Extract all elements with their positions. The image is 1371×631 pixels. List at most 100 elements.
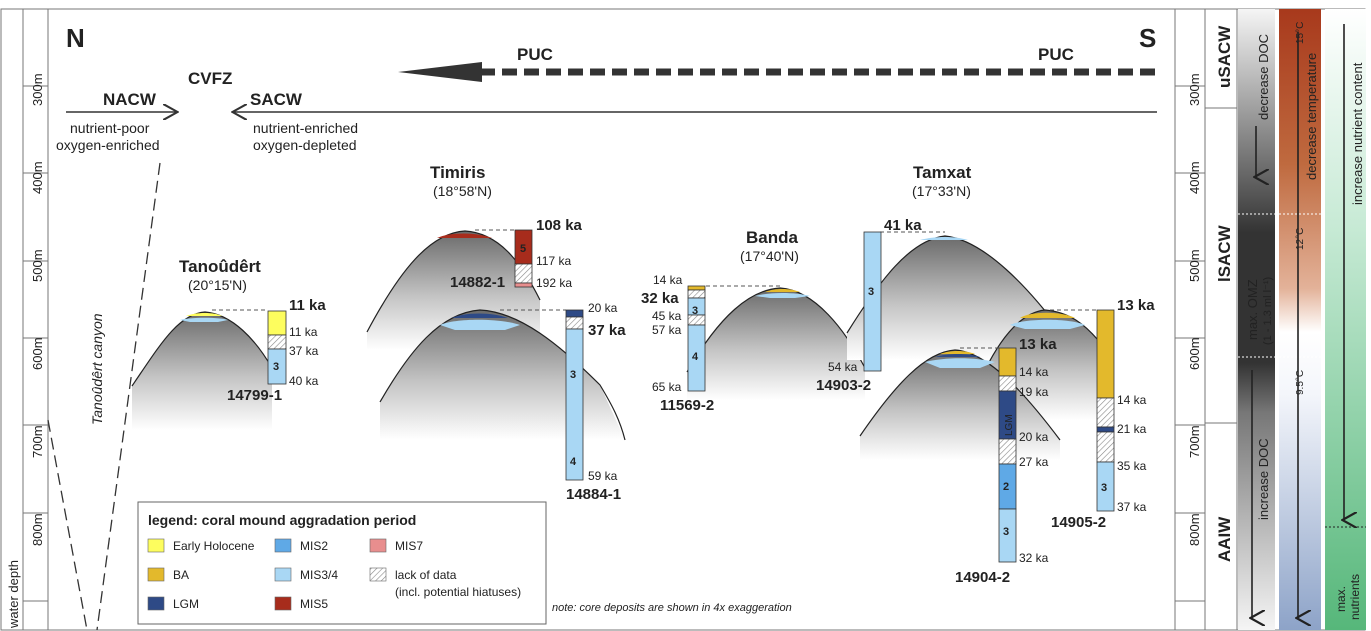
puc-label-left: PUC: [517, 45, 553, 64]
core-id: 14882-1: [450, 274, 505, 291]
legend-swatch: [274, 596, 292, 611]
core-age: 40 ka: [289, 374, 319, 388]
canyon-label: Tanoûdêrt canyon: [89, 313, 105, 425]
legend-label: MIS5: [300, 597, 328, 611]
nacw-label: NACW: [103, 90, 157, 109]
tanoudert-mound: [131, 311, 273, 430]
core-id: 14903-2: [816, 377, 871, 394]
temperature-column: 15°C 12°C 9.5°C decrease temperature: [1279, 9, 1321, 630]
mis-label: 4: [692, 351, 699, 363]
core-age: 21 ka: [1117, 422, 1147, 436]
depth-tick: 500m: [30, 249, 45, 282]
depth-tick: 800m: [1187, 513, 1202, 546]
depth-tick: 700m: [1187, 425, 1202, 458]
nutrient-label: increase nutrient content: [1350, 62, 1365, 205]
core-top-age: 13 ka: [1117, 297, 1155, 314]
sacw-desc-2: oxygen-depleted: [253, 137, 357, 153]
core-14884-1: 3 4: [565, 309, 584, 481]
depth-tick: 300m: [1187, 73, 1202, 106]
mis-label: 3: [692, 305, 698, 317]
banda-mound: [686, 287, 866, 400]
omz-range: (1 - 1.3 ml l⁻¹): [1262, 277, 1274, 345]
depth-tick: 600m: [1187, 337, 1202, 370]
temp-15: 15°C: [1295, 22, 1306, 44]
core-age: 20 ka: [1019, 430, 1049, 444]
max-nutrients-1: max.: [1334, 586, 1348, 612]
depth-tick: 800m: [30, 513, 45, 546]
core-age: 19 ka: [1019, 385, 1049, 399]
mis-label: 3: [868, 286, 874, 298]
legend-swatch: [369, 567, 387, 582]
legend-title: legend: coral mound aggradation period: [148, 512, 416, 528]
legend: legend: coral mound aggradation period E…: [137, 501, 547, 625]
temp-12: 12°C: [1295, 228, 1306, 250]
core-age: 32 ka: [1019, 551, 1049, 565]
core-id: 11569-2: [660, 397, 714, 414]
banda-coord: (17°40'N): [740, 248, 799, 264]
water-mass-aaiw: AAIW: [1215, 516, 1234, 562]
tanoudert-name: Tanoûdêrt: [179, 257, 261, 276]
mis-label: 3: [1101, 482, 1107, 494]
south-label: S: [1139, 23, 1156, 53]
core-age: 54 ka: [828, 360, 858, 374]
nacw-desc-1: nutrient-poor: [70, 120, 150, 136]
mis-label: 4: [570, 456, 577, 468]
core-age: 35 ka: [1117, 459, 1147, 473]
core-top-age: 108 ka: [536, 217, 583, 234]
core-id: 14905-2: [1051, 514, 1106, 531]
tamxat-name: Tamxat: [913, 163, 972, 182]
legend-hiatus-note: (incl. potential hiatuses): [395, 585, 521, 599]
core-age: 37 ka: [289, 344, 319, 358]
banda-name: Banda: [746, 228, 799, 247]
puc-arrow: [398, 62, 1160, 82]
doc-column: decrease DOC max. OMZ (1 - 1.3 ml l⁻¹) i…: [1238, 9, 1275, 630]
sacw-desc-1: nutrient-enriched: [253, 120, 358, 136]
core-id: 14904-2: [955, 569, 1010, 586]
core-age: 192 ka: [536, 276, 572, 290]
doc-decrease-label: decrease DOC: [1256, 34, 1271, 120]
timiris-mound-lower: [379, 309, 626, 441]
water-mass-column: uSACW lSACW AAIW: [1205, 9, 1238, 630]
core-top-age: 37 ka: [588, 322, 626, 339]
puc-label-right: PUC: [1038, 45, 1074, 64]
omz-label: max. OMZ: [1245, 279, 1260, 340]
timiris-coord: (18°58'N): [433, 183, 492, 199]
mis-label: 3: [570, 369, 576, 381]
water-mass-lsacw: lSACW: [1215, 224, 1234, 282]
mis-label: 5: [520, 243, 526, 255]
nutrient-column: increase nutrient content max. nutrients: [1325, 9, 1366, 630]
legend-label: MIS2: [300, 539, 328, 553]
core-14905-2: 3: [1096, 309, 1115, 512]
tamxat-coord: (17°33'N): [912, 183, 971, 199]
legend-swatch: [274, 567, 292, 582]
legend-swatch: [147, 596, 165, 611]
depth-tick: 500m: [1187, 249, 1202, 282]
core-age: 59 ka: [588, 469, 618, 483]
core-age: 20 ka: [588, 301, 618, 315]
nacw-desc-2: oxygen-enriched: [56, 137, 160, 153]
legend-swatch: [369, 538, 387, 553]
sacw-label: SACW: [250, 90, 303, 109]
core-id: 14884-1: [566, 486, 621, 503]
core-top-age: 41 ka: [884, 217, 922, 234]
legend-label: lack of data: [395, 568, 457, 582]
core-top-age: 13 ka: [1019, 336, 1057, 353]
tanoudert-coord: (20°15'N): [188, 277, 247, 293]
legend-swatch: [147, 538, 165, 553]
exaggeration-note: note: core deposits are shown in 4x exag…: [552, 602, 792, 614]
legend-swatch: [274, 538, 292, 553]
core-age: 37 ka: [1117, 500, 1147, 514]
mis-label: 3: [273, 361, 279, 373]
max-nutrients-2: nutrients: [1348, 574, 1362, 620]
core-age: 65 ka: [652, 380, 682, 394]
depth-tick: 300m: [30, 73, 45, 106]
mis-label: 3: [1003, 526, 1009, 538]
legend-label: MIS3/4: [300, 568, 338, 582]
core-14903-2: 3: [863, 231, 882, 372]
core-14799-1: 3: [267, 310, 287, 385]
core-age: 45 ka: [652, 309, 682, 323]
temp-9-5: 9.5°C: [1295, 370, 1306, 395]
core-age: 27 ka: [1019, 455, 1049, 469]
temperature-label: decrease temperature: [1304, 53, 1319, 180]
